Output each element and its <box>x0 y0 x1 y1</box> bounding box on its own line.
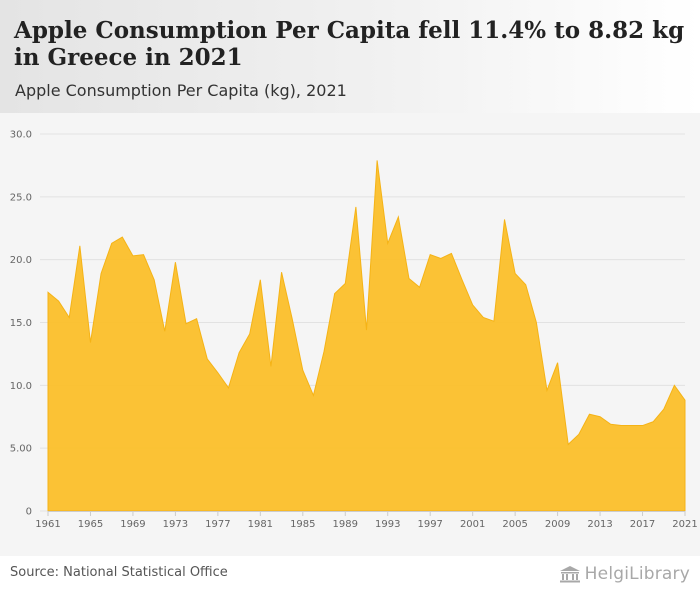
x-tick-label: 1997 <box>417 519 442 530</box>
x-tick-label: 2001 <box>460 519 485 530</box>
x-tick-label: 1977 <box>205 519 230 530</box>
y-tick-label: 20.0 <box>10 255 32 266</box>
chart-title: Apple Consumption Per Capita fell 11.4% … <box>14 17 685 71</box>
x-tick-label: 1989 <box>333 519 358 530</box>
x-tick-label: 1973 <box>163 519 188 530</box>
x-tick-label: 1985 <box>290 519 315 530</box>
y-tick-label: 30.0 <box>10 130 32 141</box>
y-tick-label: 25.0 <box>10 192 32 203</box>
x-tick-label: 1965 <box>78 519 103 530</box>
x-tick-label: 1981 <box>248 519 273 530</box>
brand-name: HelgiLibrary <box>584 564 690 584</box>
helgi-library-logo[interactable]: HelgiLibrary <box>559 560 690 588</box>
x-tick-label: 1993 <box>375 519 400 530</box>
area-chart: 0 5.00 10.0 15.0 20.0 25.0 30.0 1961 1965 1969 197… <box>10 130 698 531</box>
x-tick-label: 2017 <box>630 519 655 530</box>
series-area <box>47 160 686 512</box>
x-tick-label: 2013 <box>587 519 612 530</box>
y-tick-label: 5.00 <box>10 444 32 455</box>
y-tick-label: 0 <box>26 507 32 518</box>
x-tick-label: 1969 <box>120 519 145 530</box>
x-tick-label: 2009 <box>545 519 570 530</box>
y-tick-label: 10.0 <box>10 381 32 392</box>
x-tick-label: 2021 <box>672 519 697 530</box>
x-tick-label: 2005 <box>502 519 527 530</box>
library-building-icon <box>559 566 580 583</box>
source-note: Source: National Statistical Office <box>10 565 228 580</box>
x-tick-label: 1961 <box>35 519 60 530</box>
footer <box>0 556 700 596</box>
header-banner: Apple Consumption Per Capita fell 11.4% … <box>0 0 700 113</box>
chart-subtitle: Apple Consumption Per Capita (kg), 2021 <box>15 81 347 100</box>
y-tick-label: 15.0 <box>10 318 32 329</box>
